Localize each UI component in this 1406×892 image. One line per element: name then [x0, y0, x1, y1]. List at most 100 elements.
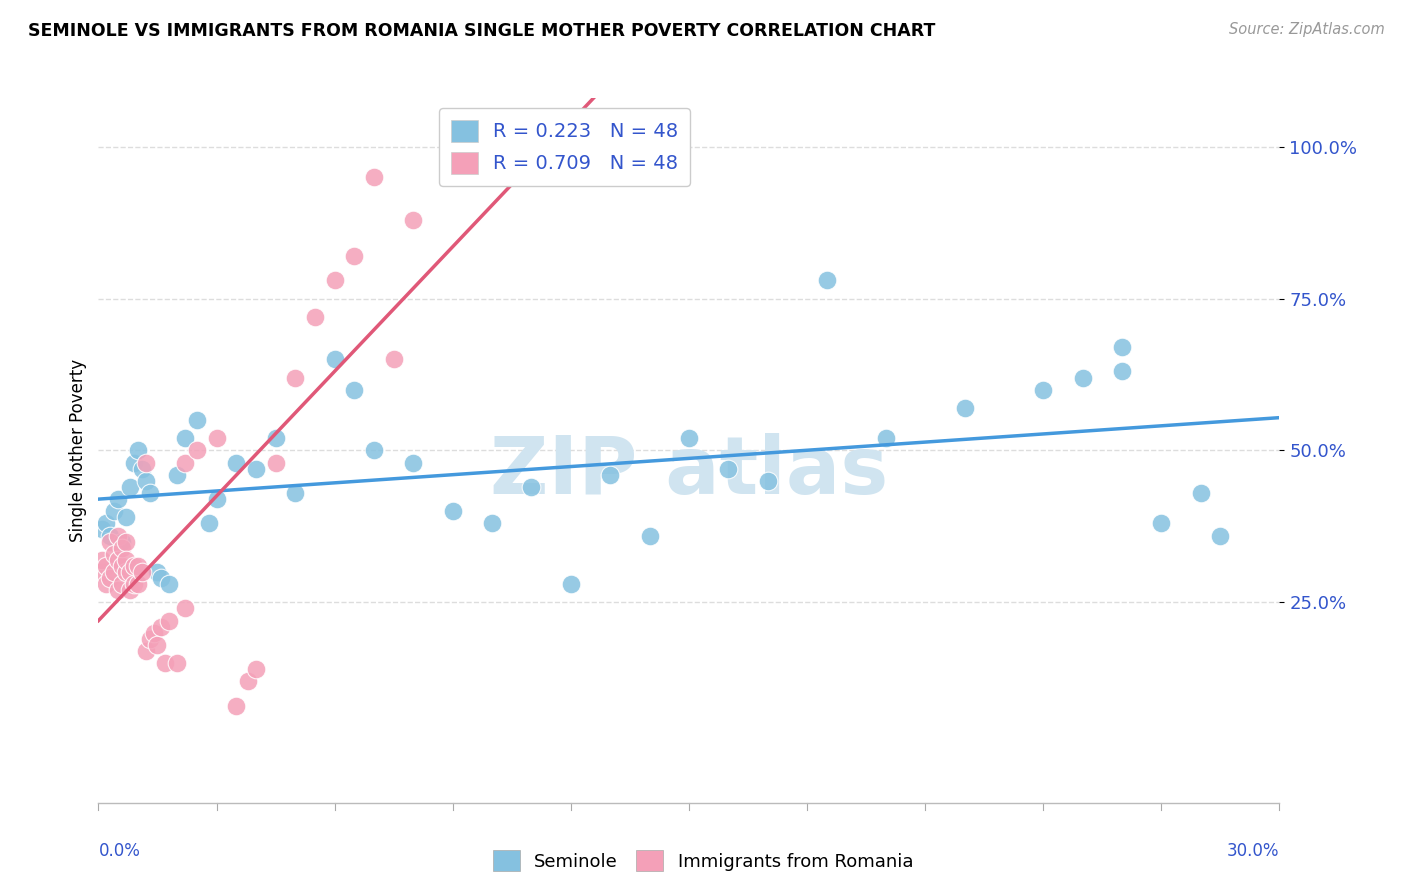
Point [1189, 486, 1212, 500]
Point [166, 467, 188, 482]
Point [815, 273, 838, 287]
Point [245, 662, 267, 676]
Point [122, 577, 145, 591]
Text: 0.0%: 0.0% [98, 841, 141, 860]
Point [91, 565, 114, 579]
Point [186, 413, 208, 427]
Point [98, 534, 121, 549]
Point [245, 461, 267, 475]
Point [756, 474, 779, 488]
Point [150, 571, 173, 585]
Point [118, 565, 141, 579]
Point [91, 553, 114, 567]
Point [363, 170, 385, 185]
Point [135, 456, 157, 470]
Point [115, 510, 138, 524]
Point [122, 456, 145, 470]
Text: Source: ZipAtlas.com: Source: ZipAtlas.com [1229, 22, 1385, 37]
Point [197, 516, 219, 531]
Point [264, 456, 287, 470]
Point [157, 614, 180, 628]
Point [107, 528, 129, 542]
Point [520, 480, 543, 494]
Point [107, 583, 129, 598]
Point [481, 516, 503, 531]
Point [953, 401, 976, 415]
Point [166, 656, 188, 670]
Point [1111, 340, 1133, 354]
Point [678, 431, 700, 445]
Point [103, 565, 125, 579]
Point [1071, 370, 1094, 384]
Point [131, 461, 153, 475]
Point [638, 528, 661, 542]
Legend: Seminole, Immigrants from Romania: Seminole, Immigrants from Romania [485, 843, 921, 879]
Point [382, 352, 405, 367]
Point [135, 474, 157, 488]
Point [1032, 383, 1054, 397]
Point [111, 577, 134, 591]
Point [118, 480, 141, 494]
Point [599, 467, 621, 482]
Point [122, 558, 145, 573]
Point [284, 370, 307, 384]
Point [155, 656, 177, 670]
Point [236, 674, 259, 689]
Point [138, 632, 160, 646]
Point [174, 456, 197, 470]
Point [111, 534, 134, 549]
Y-axis label: Single Mother Poverty: Single Mother Poverty [69, 359, 87, 542]
Point [103, 504, 125, 518]
Point [146, 638, 169, 652]
Point [402, 456, 425, 470]
Point [98, 528, 121, 542]
Point [174, 601, 197, 615]
Point [91, 523, 114, 537]
Legend: R = 0.223   N = 48, R = 0.709   N = 48: R = 0.223 N = 48, R = 0.709 N = 48 [439, 108, 690, 186]
Point [186, 443, 208, 458]
Point [402, 212, 425, 227]
Point [264, 431, 287, 445]
Text: SEMINOLE VS IMMIGRANTS FROM ROMANIA SINGLE MOTHER POVERTY CORRELATION CHART: SEMINOLE VS IMMIGRANTS FROM ROMANIA SING… [28, 22, 935, 40]
Point [115, 553, 138, 567]
Point [118, 583, 141, 598]
Point [146, 565, 169, 579]
Point [225, 456, 247, 470]
Point [1209, 528, 1232, 542]
Point [96, 558, 118, 573]
Point [343, 249, 366, 263]
Point [717, 461, 740, 475]
Point [157, 577, 180, 591]
Point [363, 443, 385, 458]
Point [323, 273, 346, 287]
Point [115, 565, 138, 579]
Point [225, 698, 247, 713]
Point [96, 516, 118, 531]
Point [205, 431, 228, 445]
Point [304, 310, 326, 324]
Point [284, 486, 307, 500]
Point [103, 547, 125, 561]
Point [135, 644, 157, 658]
Point [131, 565, 153, 579]
Point [138, 486, 160, 500]
Point [441, 504, 464, 518]
Point [205, 491, 228, 506]
Point [323, 352, 346, 367]
Point [1111, 364, 1133, 378]
Point [96, 577, 118, 591]
Text: 30.0%: 30.0% [1227, 841, 1279, 860]
Point [875, 431, 897, 445]
Point [115, 534, 138, 549]
Point [98, 571, 121, 585]
Point [174, 431, 197, 445]
Point [150, 620, 173, 634]
Point [127, 443, 149, 458]
Point [127, 577, 149, 591]
Point [560, 577, 582, 591]
Text: ZIP atlas: ZIP atlas [489, 433, 889, 510]
Point [343, 383, 366, 397]
Point [111, 541, 134, 555]
Point [107, 491, 129, 506]
Point [142, 625, 165, 640]
